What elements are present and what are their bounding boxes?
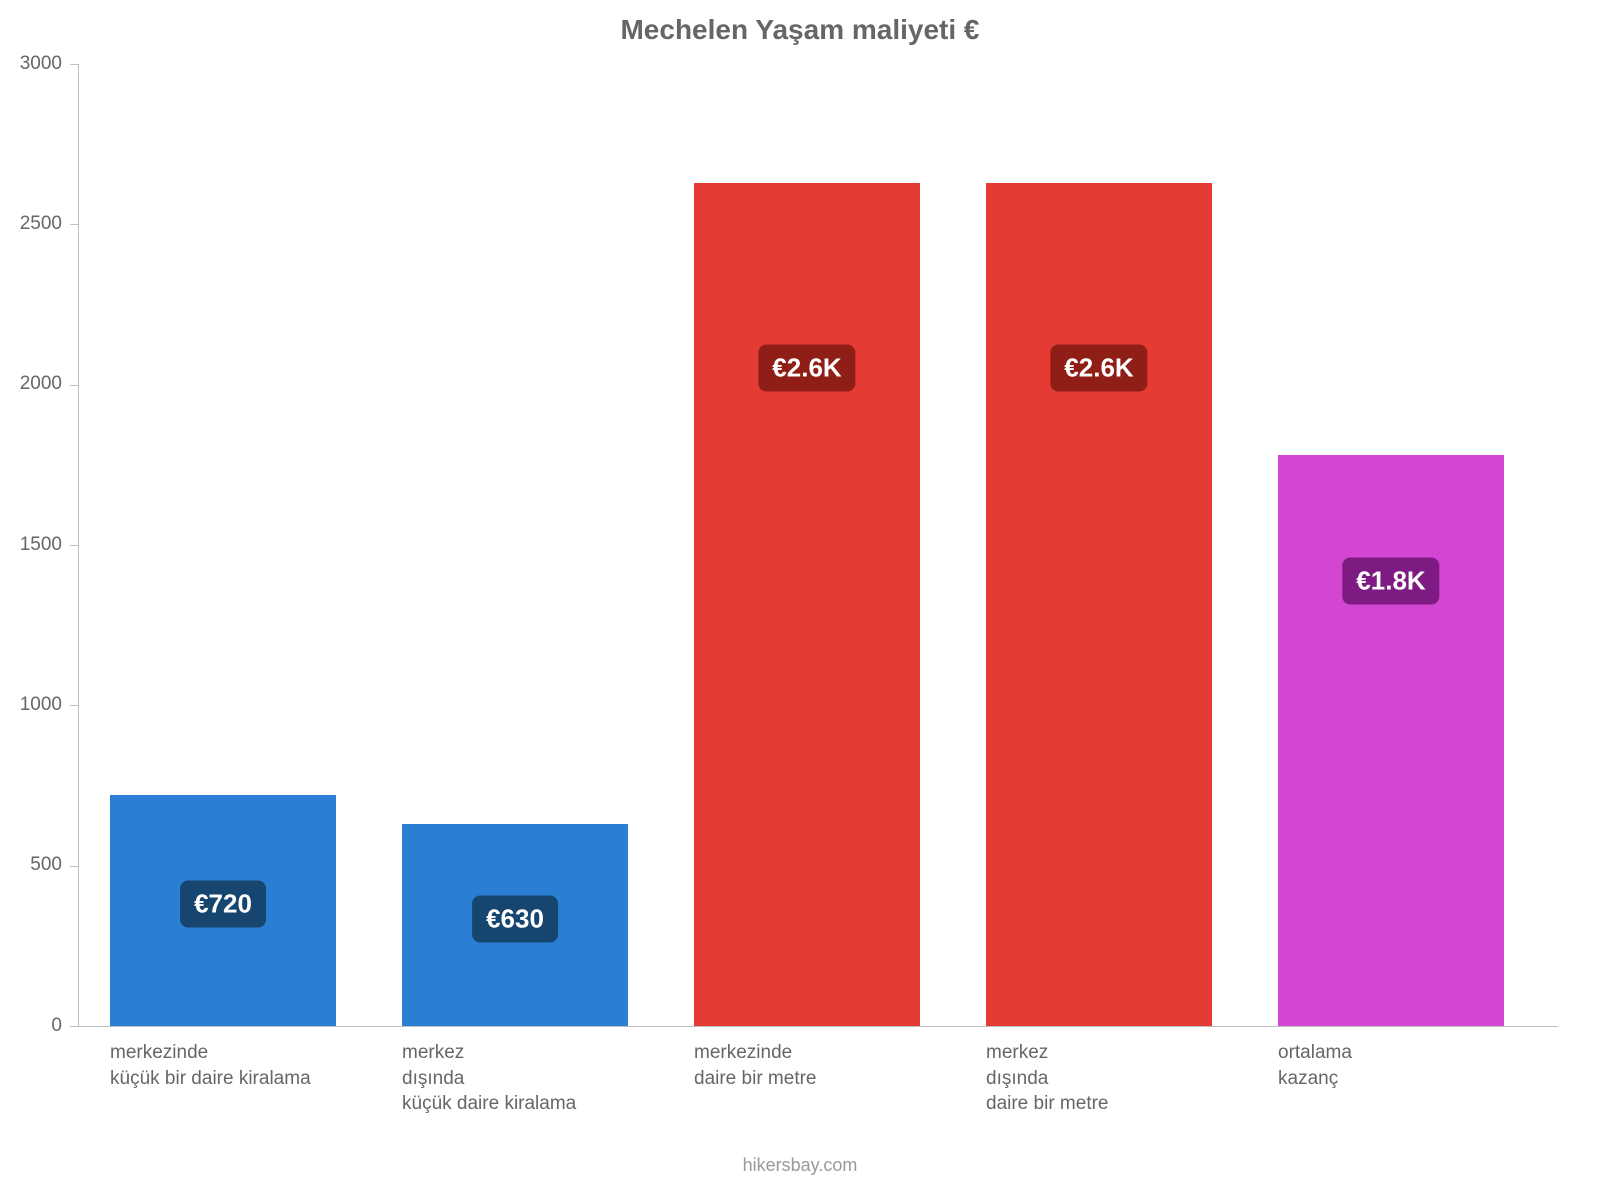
chart-footer: hikersbay.com: [0, 1155, 1600, 1176]
ytick-label: 0: [0, 1015, 62, 1037]
ytick: [70, 705, 78, 706]
ytick-label: 3000: [0, 53, 62, 75]
bar: €2.6K: [694, 183, 920, 1026]
ytick-label: 2500: [0, 213, 62, 235]
bar-label: merkezinde küçük bir daire kiralama: [110, 1040, 402, 1091]
ytick: [70, 64, 78, 65]
ytick-label: 500: [0, 854, 62, 876]
chart-title: Mechelen Yaşam maliyeti €: [0, 14, 1600, 46]
bar-label: ortalama kazanç: [1278, 1040, 1570, 1091]
ytick: [70, 385, 78, 386]
x-axis: [78, 1026, 1558, 1027]
ytick-label: 1000: [0, 694, 62, 716]
bar-label: merkez dışında küçük daire kiralama: [402, 1040, 694, 1117]
ytick-label: 1500: [0, 534, 62, 556]
bar-value-badge: €630: [472, 895, 558, 942]
ytick-label: 2000: [0, 373, 62, 395]
bar: €2.6K: [986, 183, 1212, 1026]
ytick: [70, 1026, 78, 1027]
ytick: [70, 224, 78, 225]
bar-label: merkez dışında daire bir metre: [986, 1040, 1278, 1117]
bar-label: merkezinde daire bir metre: [694, 1040, 986, 1091]
bar: €1.8K: [1278, 455, 1504, 1026]
ytick: [70, 866, 78, 867]
bar-value-badge: €2.6K: [1050, 345, 1147, 392]
bar-value-badge: €720: [180, 880, 266, 927]
cost-of-living-chart: Mechelen Yaşam maliyeti € €720€630€2.6K€…: [0, 0, 1600, 1200]
bar-value-badge: €2.6K: [758, 345, 855, 392]
plot-area: €720 €630 €2.6K €2.6K €1.8K: [78, 64, 1558, 1026]
bar: €630: [402, 824, 628, 1026]
bar-value-badge: €1.8K: [1342, 557, 1439, 604]
ytick: [70, 545, 78, 546]
bar: €720: [110, 795, 336, 1026]
